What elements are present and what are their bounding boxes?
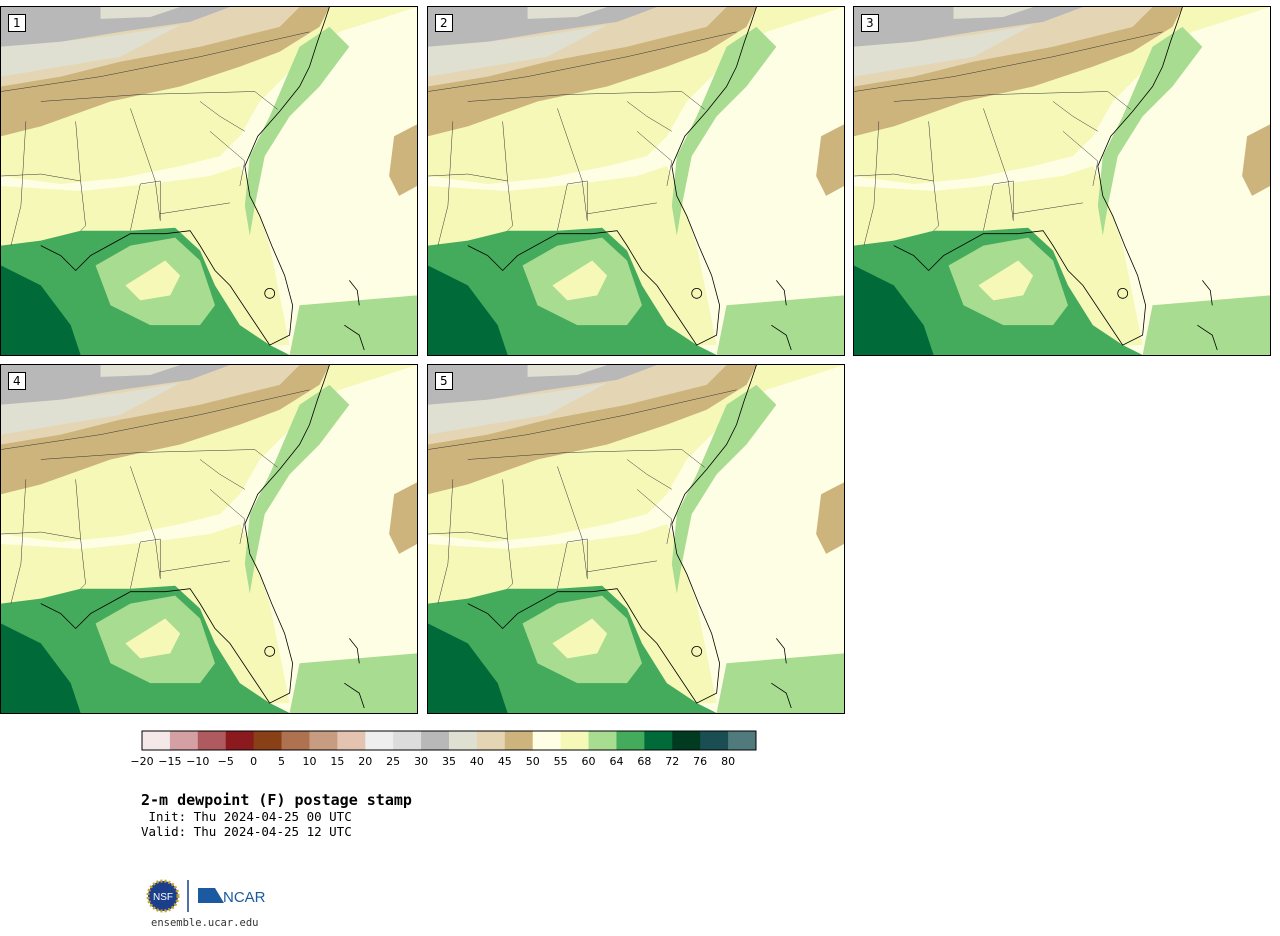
dewpoint-map: [428, 365, 844, 713]
init-time: Init: Thu 2024-04-25 00 UTC: [141, 809, 352, 824]
colorbar-swatch: [142, 731, 171, 750]
valid-time: Valid: Thu 2024-04-25 12 UTC: [141, 824, 352, 839]
colorbar-swatch: [588, 731, 617, 750]
colorbar-tick-label: 30: [414, 755, 429, 768]
colorbar-tick-label: 64: [609, 755, 624, 768]
colorbar-swatch: [421, 731, 450, 750]
colorbar-swatch: [644, 731, 673, 750]
nsf-logo-text: NSF: [153, 892, 173, 903]
panel-label: 5: [435, 372, 453, 390]
colorbar-swatch: [560, 731, 590, 750]
colorbar-tick-label: −15: [158, 755, 182, 768]
colorbar-swatch: [700, 731, 729, 750]
colorbar-tick-label: 76: [693, 755, 708, 768]
colorbar-swatch: [616, 731, 645, 750]
colorbar-tick-label: 20: [358, 755, 373, 768]
colorbar-tick-label: −20: [130, 755, 154, 768]
colorbar-tick-label: −5: [217, 755, 234, 768]
dewpoint-map: [854, 7, 1270, 355]
colorbar-swatch: [309, 731, 338, 750]
colorbar-swatch: [504, 731, 534, 750]
panel-label: 4: [8, 372, 26, 390]
colorbar-tick-label: 50: [525, 755, 540, 768]
colorbar-swatch: [197, 731, 227, 750]
colorbar: [141, 730, 757, 751]
map-panel: 5: [427, 364, 845, 714]
colorbar-tick-label: 40: [469, 755, 484, 768]
colorbar-tick-label: 5: [278, 755, 286, 768]
nsf-ncar-logo: NSF NCAR: [146, 879, 266, 913]
map-panel: 3: [853, 6, 1271, 356]
colorbar-swatch: [337, 731, 366, 750]
colorbar-tick-label: 60: [581, 755, 596, 768]
panel-label: 1: [8, 14, 26, 32]
colorbar-tick-label: 0: [250, 755, 258, 768]
colorbar-swatch: [281, 731, 310, 750]
colorbar-tick-label: 55: [553, 755, 568, 768]
map-panel: 2: [427, 6, 845, 356]
colorbar-tick-label: 68: [637, 755, 652, 768]
colorbar-swatch: [672, 731, 701, 750]
colorbar-tick-label: 45: [497, 755, 512, 768]
colorbar-tick-label: 80: [721, 755, 736, 768]
colorbar-tick-label: 15: [330, 755, 345, 768]
source-url: ensemble.ucar.edu: [151, 917, 259, 929]
colorbar-tick-label: 25: [386, 755, 401, 768]
colorbar-swatch: [253, 731, 283, 750]
panel-label: 2: [435, 14, 453, 32]
colorbar-tick-label: 35: [442, 755, 456, 768]
colorbar-swatch: [365, 731, 394, 750]
colorbar-tick-label: 72: [665, 755, 680, 768]
figure-title: 2-m dewpoint (F) postage stamp: [141, 791, 412, 809]
dewpoint-map: [1, 365, 417, 713]
colorbar-swatch: [728, 731, 757, 750]
map-panel: 4: [0, 364, 418, 714]
colorbar-swatch: [449, 731, 478, 750]
colorbar-swatch: [532, 731, 562, 750]
dewpoint-map: [428, 7, 844, 355]
colorbar-swatch: [169, 731, 199, 750]
colorbar-tick-label: −10: [186, 755, 210, 768]
ncar-logo-text: NCAR: [223, 889, 266, 906]
colorbar-tick-label: 10: [302, 755, 317, 768]
colorbar-swatch: [476, 731, 506, 750]
colorbar-swatch: [393, 731, 422, 750]
dewpoint-map: [1, 7, 417, 355]
colorbar-swatch: [225, 731, 255, 750]
map-panel: 1: [0, 6, 418, 356]
panel-label: 3: [861, 14, 879, 32]
